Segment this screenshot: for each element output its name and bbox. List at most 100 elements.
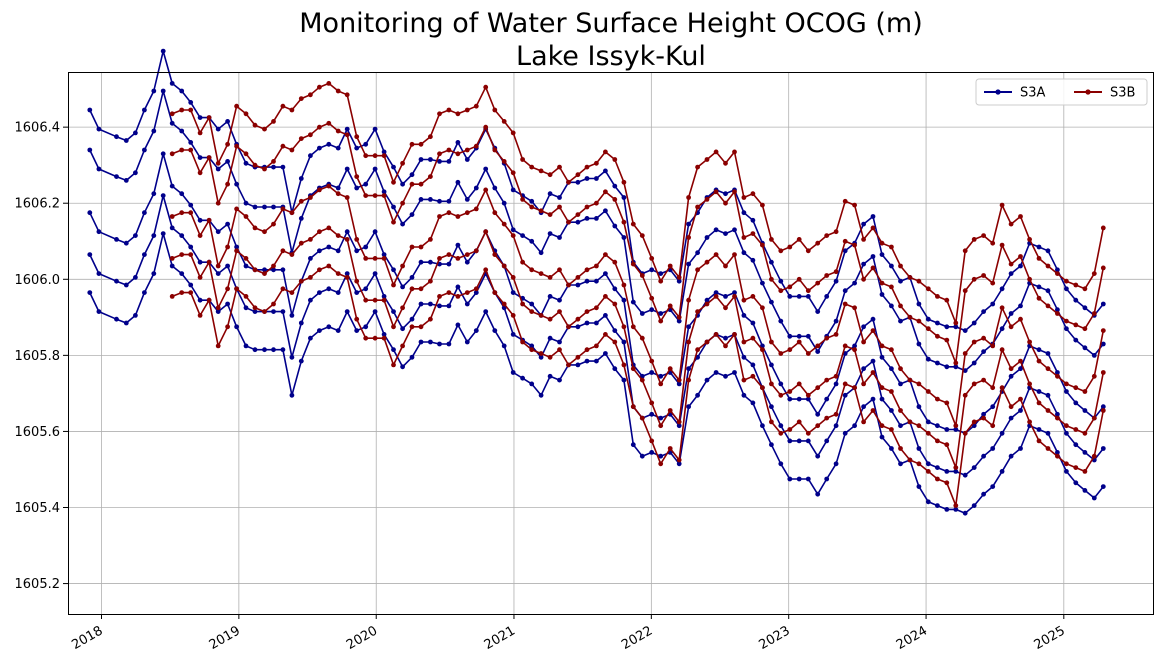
data-point-s3a bbox=[547, 294, 553, 299]
data-point-s3a bbox=[133, 170, 138, 176]
data-point-s3b bbox=[252, 267, 258, 273]
legend: S3A S3B bbox=[975, 78, 1148, 106]
data-point-s3b bbox=[741, 339, 747, 345]
data-point-s3a bbox=[142, 290, 147, 295]
data-point-s3b bbox=[953, 423, 959, 429]
data-point-s3b bbox=[907, 314, 913, 320]
data-point-s3a bbox=[630, 299, 636, 305]
data-point-s3b bbox=[335, 88, 341, 94]
data-point-s3b bbox=[750, 373, 756, 379]
data-point-s3b bbox=[197, 130, 203, 136]
data-point-s3b bbox=[870, 265, 876, 271]
y-tick-label: 1605.4 bbox=[15, 501, 61, 516]
data-point-s3b bbox=[280, 206, 286, 212]
data-point-s3b bbox=[344, 237, 350, 242]
data-point-s3a bbox=[114, 316, 119, 322]
data-point-s3b bbox=[971, 276, 977, 282]
data-point-s3a bbox=[778, 381, 784, 387]
data-point-s3a bbox=[1018, 366, 1023, 372]
data-point-s3b bbox=[363, 153, 369, 159]
data-point-s3a bbox=[381, 252, 387, 257]
data-point-s3a bbox=[289, 354, 295, 360]
data-point-s3b bbox=[815, 385, 821, 391]
data-point-s3b bbox=[925, 389, 931, 394]
data-point-s3a bbox=[188, 140, 194, 145]
data-point-s3b bbox=[612, 301, 618, 307]
data-point-s3a bbox=[557, 195, 562, 200]
data-point-s3a bbox=[1064, 469, 1069, 474]
data-point-s3b bbox=[344, 275, 350, 280]
data-point-s3b bbox=[723, 343, 728, 349]
data-point-s3b bbox=[667, 408, 673, 413]
data-point-s3a bbox=[1008, 415, 1014, 421]
data-point-s3a bbox=[428, 301, 433, 307]
data-point-s3a bbox=[1064, 389, 1069, 394]
data-point-s3b bbox=[667, 446, 673, 451]
data-point-s3b bbox=[492, 252, 498, 257]
data-point-s3b bbox=[1064, 318, 1069, 324]
data-point-s3b bbox=[732, 149, 737, 155]
data-point-s3b bbox=[981, 377, 986, 383]
data-point-s3a bbox=[372, 126, 378, 132]
data-point-s3a bbox=[1073, 400, 1079, 406]
data-point-s3b bbox=[1036, 358, 1042, 364]
data-point-s3b bbox=[741, 377, 747, 383]
data-point-s3b bbox=[262, 309, 267, 314]
data-point-s3b bbox=[1008, 366, 1014, 372]
y-tick-label: 1606.0 bbox=[15, 273, 61, 288]
data-point-s3b bbox=[861, 237, 866, 242]
y-tick-label: 1605.8 bbox=[15, 349, 61, 364]
data-point-s3a bbox=[953, 427, 959, 432]
data-point-s3a bbox=[1055, 267, 1060, 273]
data-point-s3b bbox=[1091, 415, 1097, 421]
data-point-s3b bbox=[787, 244, 793, 250]
data-point-s3a bbox=[621, 235, 627, 240]
data-point-s3a bbox=[575, 324, 581, 330]
data-point-s3b bbox=[326, 81, 332, 86]
data-point-s3b bbox=[842, 238, 848, 244]
data-point-s3a bbox=[538, 392, 544, 398]
data-point-s3b bbox=[704, 301, 710, 307]
data-point-s3a bbox=[344, 309, 350, 314]
data-point-s3a bbox=[363, 141, 369, 147]
data-point-s3b bbox=[188, 252, 194, 257]
data-point-s3a bbox=[713, 370, 719, 375]
data-point-s3a bbox=[1073, 337, 1079, 343]
data-point-s3b bbox=[529, 347, 535, 353]
data-point-s3a bbox=[833, 278, 839, 284]
data-point-s3a bbox=[981, 309, 986, 314]
data-point-s3a bbox=[824, 294, 830, 299]
data-point-s3a bbox=[418, 157, 424, 162]
data-point-s3b bbox=[944, 400, 950, 406]
data-point-s3b bbox=[510, 233, 516, 239]
data-point-s3a bbox=[344, 166, 350, 172]
data-point-s3a bbox=[824, 396, 830, 402]
data-point-s3b bbox=[547, 172, 553, 178]
data-point-s3b bbox=[289, 252, 295, 257]
data-point-s3b bbox=[594, 263, 599, 269]
data-point-s3b bbox=[925, 286, 931, 292]
data-point-s3b bbox=[473, 103, 479, 109]
data-point-s3b bbox=[363, 256, 369, 261]
data-point-s3a bbox=[455, 322, 461, 328]
data-point-s3a bbox=[787, 294, 793, 299]
data-point-s3b bbox=[713, 294, 719, 299]
data-point-s3a bbox=[446, 159, 452, 164]
data-point-s3a bbox=[326, 324, 332, 330]
data-point-s3b bbox=[326, 120, 332, 126]
data-point-s3b bbox=[935, 396, 940, 402]
data-point-s3b bbox=[999, 385, 1005, 391]
data-point-s3a bbox=[778, 461, 784, 467]
data-point-s3b bbox=[538, 271, 544, 276]
data-point-s3a bbox=[861, 261, 866, 267]
data-point-s3a bbox=[215, 166, 221, 172]
data-point-s3b bbox=[787, 347, 793, 353]
data-point-s3a bbox=[473, 328, 479, 333]
data-point-s3a bbox=[649, 267, 655, 273]
data-point-s3a bbox=[142, 107, 147, 113]
data-point-s3b bbox=[391, 324, 396, 330]
data-point-s3a bbox=[879, 396, 885, 402]
data-point-s3b bbox=[981, 415, 986, 421]
data-point-s3b bbox=[852, 305, 857, 311]
data-point-s3a bbox=[842, 288, 848, 294]
